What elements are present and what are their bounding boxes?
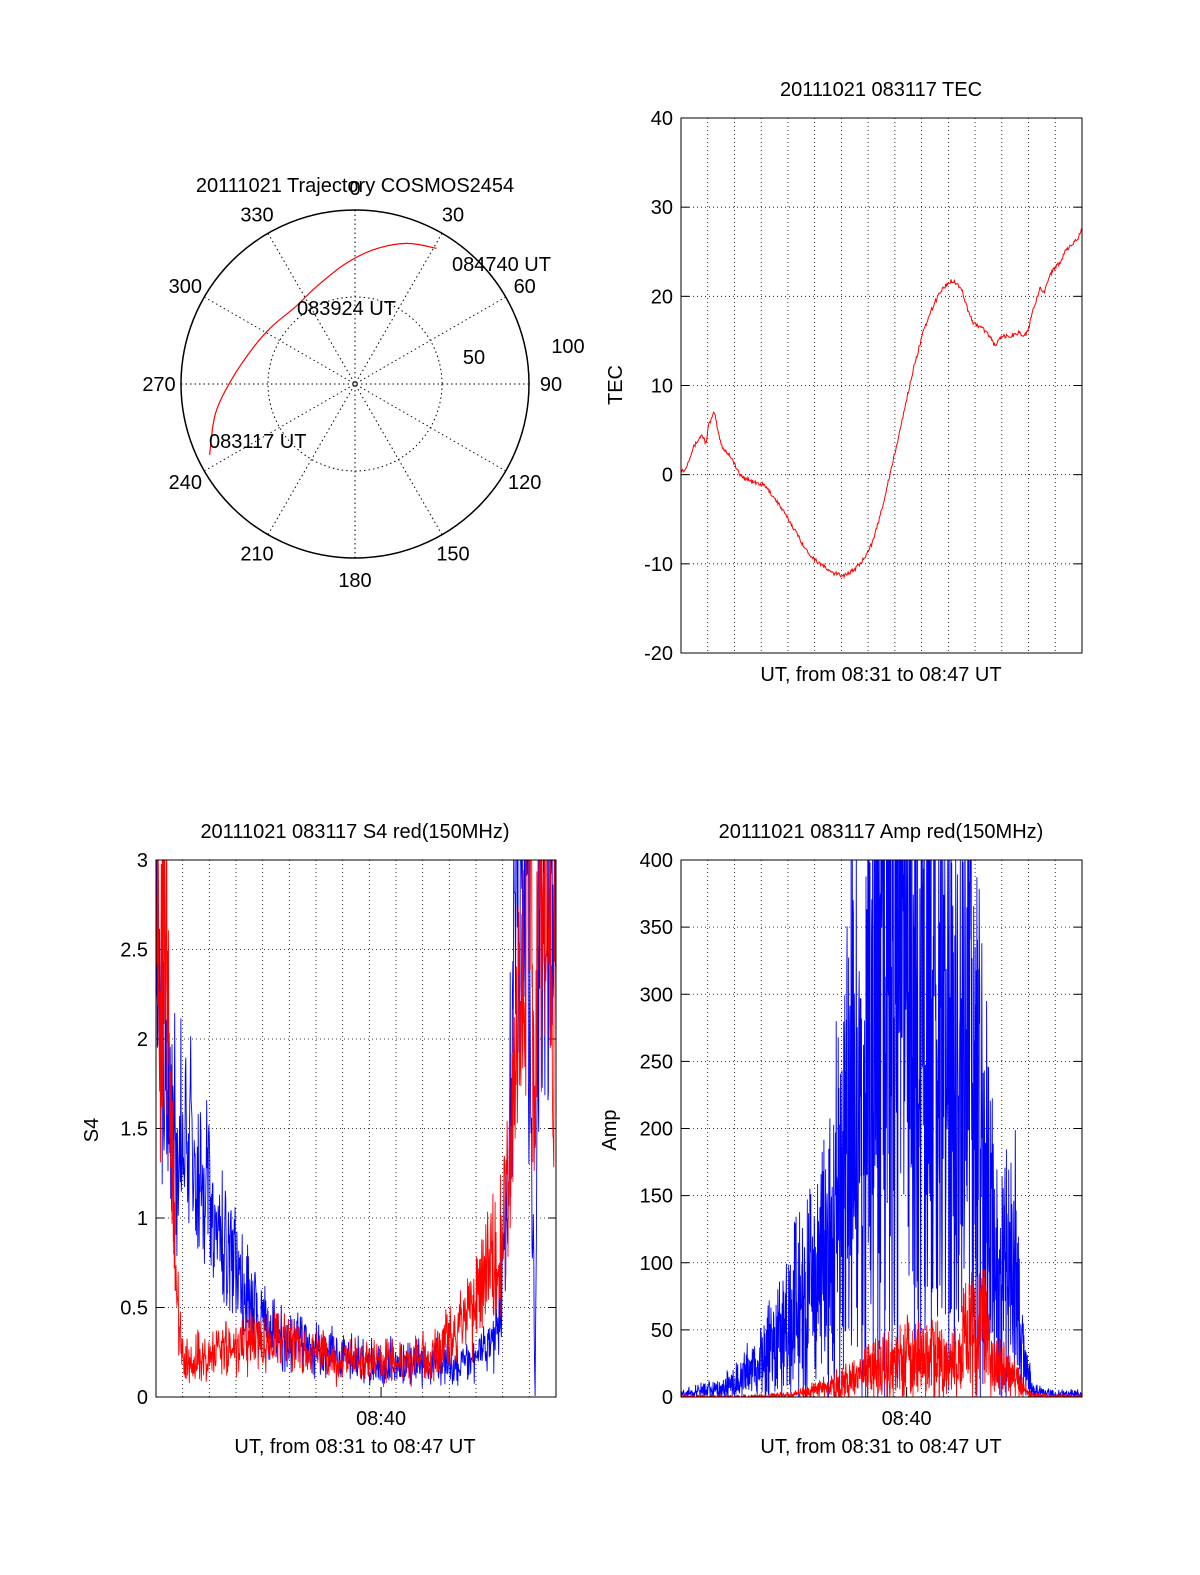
amp-x-axis-label: UT, from 08:31 to 08:47 UT [760, 1436, 1001, 1458]
trajectory-polar-plot: 20111021 Trajectory COSMOS2454 0 30 60 90 12… [142, 175, 584, 592]
trajectory-line [209, 242, 437, 455]
s4-series [156, 860, 556, 1397]
s4-series-line [156, 860, 556, 1397]
polar-title: 20111021 Trajectory COSMOS2454 [196, 175, 514, 197]
amp-y-tick-label: 50 [651, 1320, 673, 1342]
tec-y-tick-label: 40 [651, 108, 673, 130]
tec-series-line [681, 228, 1082, 580]
s4-series-line [156, 860, 556, 1388]
polar-grid [180, 209, 530, 559]
azimuth-label: 60 [514, 276, 536, 298]
amp-y-ticks: 0 50 100 150 200 250 300 350 400 [640, 850, 1082, 1409]
tec-title: 20111021 083117 TEC [780, 79, 982, 101]
s4-y-tick-label: 0 [137, 1387, 148, 1409]
trajectory-start-label: 083117 UT [209, 431, 306, 453]
elevation-label-100: 100 [551, 336, 584, 358]
amp-y-axis-label: Amp [599, 1109, 621, 1150]
amp-plot-frame [680, 859, 1083, 1398]
azimuth-label: 90 [540, 374, 562, 396]
azimuth-label: 240 [169, 472, 202, 494]
s4-y-tick-label: 2.5 [120, 940, 148, 962]
tec-y-axis-label: TEC [605, 365, 627, 405]
s4-y-tick-label: 1.5 [120, 1119, 148, 1141]
trajectory-mid-label: 083924 UT [297, 298, 396, 320]
s4-chart: 20111021 083117 S4 red(150MHz) 0 0.5 1 1.5 2… [81, 821, 557, 1458]
s4-y-tick-label: 1 [137, 1208, 148, 1230]
s4-title: 20111021 083117 S4 red(150MHz) [200, 821, 509, 843]
azimuth-label: 0 [349, 178, 360, 200]
tec-y-tick-label: 10 [651, 376, 673, 398]
amp-x-tick-label: 08:40 [882, 1408, 932, 1430]
s4-grid [156, 860, 556, 1397]
azimuth-label: 210 [240, 544, 273, 566]
tec-y-tick-label: 20 [651, 286, 673, 308]
azimuth-label: 150 [436, 544, 469, 566]
amp-y-tick-label: 150 [640, 1186, 673, 1208]
amp-chart: 20111021 083117 Amp red(150MHz) 0 50 100 15… [599, 821, 1083, 1458]
s4-x-tick-label: 08:40 [356, 1408, 406, 1430]
s4-y-tick-label: 3 [137, 850, 148, 872]
azimuth-label: 300 [169, 276, 202, 298]
s4-y-tick-label: 0.5 [120, 1298, 148, 1320]
tec-y-ticks: -20 -10 0 10 20 30 40 [644, 108, 1082, 665]
tec-y-tick-label: 30 [651, 197, 673, 219]
s4-y-ticks: 0 0.5 1 1.5 2 2.5 3 [120, 850, 556, 1409]
amp-series-line [681, 860, 1082, 1397]
amp-y-tick-label: 300 [640, 984, 673, 1006]
s4-x-axis-label: UT, from 08:31 to 08:47 UT [234, 1436, 475, 1458]
azimuth-label: 30 [442, 204, 464, 226]
tec-y-tick-label: -20 [644, 643, 673, 665]
tec-y-tick-label: 0 [662, 465, 673, 487]
s4-y-axis-label: S4 [81, 1118, 103, 1142]
tec-plot-frame [680, 117, 1083, 654]
tec-series [681, 228, 1082, 580]
azimuth-label: 330 [240, 204, 273, 226]
trajectory-end-label: 084740 UT [452, 254, 551, 276]
tec-grid [681, 118, 1082, 653]
s4-plot-frame [155, 859, 557, 1398]
azimuth-label: 270 [142, 374, 175, 396]
tec-y-tick-label: -10 [644, 554, 673, 576]
amp-y-tick-label: 100 [640, 1253, 673, 1275]
s4-y-tick-label: 2 [137, 1029, 148, 1051]
amp-y-tick-label: 0 [662, 1387, 673, 1409]
elevation-label-50: 50 [463, 347, 485, 369]
tec-x-axis-label: UT, from 08:31 to 08:47 UT [760, 664, 1001, 686]
amp-y-tick-label: 200 [640, 1119, 673, 1141]
amp-grid [681, 860, 1082, 1397]
azimuth-labels: 0 30 60 90 120 150 180 210 240 270 300 330 [142, 178, 562, 592]
amp-y-tick-label: 250 [640, 1051, 673, 1073]
azimuth-label: 120 [508, 472, 541, 494]
azimuth-label: 180 [338, 570, 371, 592]
amp-title: 20111021 083117 Amp red(150MHz) [719, 821, 1044, 843]
amp-y-tick-label: 350 [640, 917, 673, 939]
amp-y-tick-label: 400 [640, 850, 673, 872]
